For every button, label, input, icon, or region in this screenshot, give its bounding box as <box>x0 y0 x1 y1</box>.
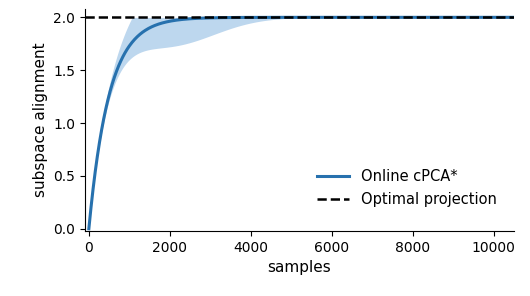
Optimal projection <box>86 16 92 19</box>
X-axis label: samples: samples <box>268 260 331 275</box>
Online cPCA* <box>357 16 363 19</box>
Legend: Online cPCA*, Optimal projection: Online cPCA*, Optimal projection <box>311 163 502 213</box>
Online cPCA* <box>344 16 350 19</box>
Online cPCA* <box>408 16 414 19</box>
Online cPCA* <box>511 16 517 19</box>
Online cPCA* <box>86 227 92 231</box>
Online cPCA* <box>333 16 339 19</box>
Optimal projection <box>86 16 92 19</box>
Online cPCA* <box>112 74 118 78</box>
Line: Online cPCA*: Online cPCA* <box>89 17 514 229</box>
Y-axis label: subspace alignment: subspace alignment <box>32 43 48 197</box>
Online cPCA* <box>452 16 458 19</box>
